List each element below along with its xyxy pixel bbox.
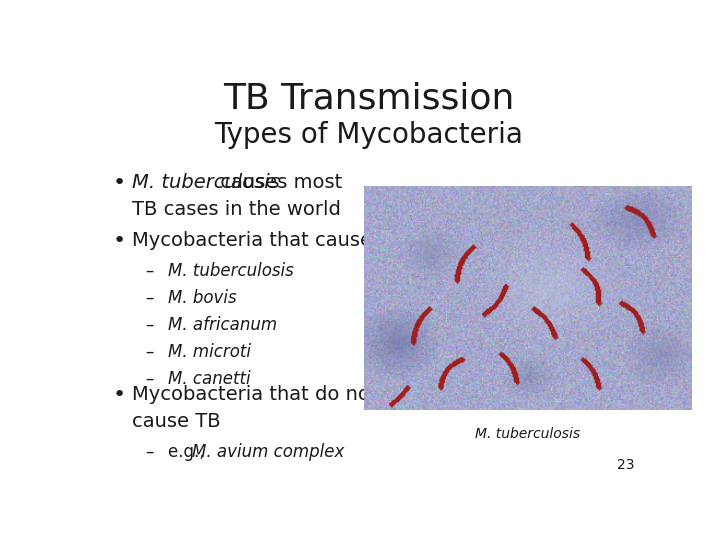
Text: –: – <box>145 262 165 280</box>
Text: •: • <box>112 173 125 193</box>
Text: TB Transmission: TB Transmission <box>223 82 515 116</box>
Text: M. africanum: M. africanum <box>168 316 277 334</box>
Text: Mycobacteria that do not: Mycobacteria that do not <box>132 385 377 404</box>
Text: Types of Mycobacteria: Types of Mycobacteria <box>215 121 523 149</box>
Text: M. canetti: M. canetti <box>168 370 251 388</box>
Text: M. tuberculosis: M. tuberculosis <box>132 173 279 192</box>
Text: •: • <box>112 231 125 251</box>
Text: M. tuberculosis: M. tuberculosis <box>168 262 294 280</box>
Text: M. tuberculosis: M. tuberculosis <box>474 427 580 441</box>
Text: Mycobacteria that cause TB:: Mycobacteria that cause TB: <box>132 231 410 250</box>
Text: causes most: causes most <box>215 173 343 192</box>
Text: 23: 23 <box>616 458 634 472</box>
Text: M. avium complex: M. avium complex <box>192 443 344 461</box>
Text: –: – <box>145 289 165 307</box>
Text: M. microti: M. microti <box>168 343 251 361</box>
Text: cause TB: cause TB <box>132 412 220 431</box>
Text: –: – <box>145 370 165 388</box>
Text: TB cases in the world: TB cases in the world <box>132 200 341 219</box>
Text: •: • <box>112 385 125 405</box>
Text: –: – <box>145 443 165 461</box>
Text: –: – <box>145 316 165 334</box>
Text: –: – <box>145 343 165 361</box>
Text: e.g.,: e.g., <box>168 443 210 461</box>
Text: M. bovis: M. bovis <box>168 289 237 307</box>
